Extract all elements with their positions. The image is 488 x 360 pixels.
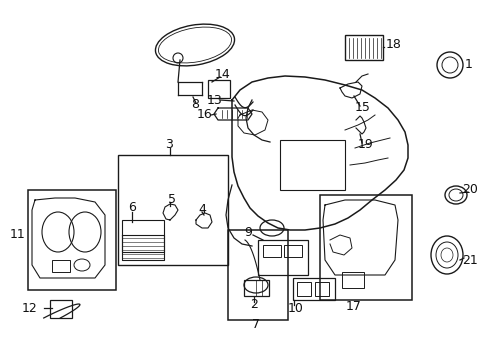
Bar: [244, 280, 268, 296]
Text: 20: 20: [461, 184, 477, 197]
Bar: [314, 282, 328, 296]
Text: 12: 12: [22, 301, 38, 315]
Text: 1: 1: [464, 58, 472, 72]
Text: 10: 10: [287, 301, 303, 315]
Text: 13: 13: [206, 94, 223, 107]
Bar: [319, 195, 411, 300]
Text: 11: 11: [10, 229, 26, 242]
Text: 16: 16: [197, 108, 212, 121]
Bar: [292, 278, 334, 300]
Bar: [122, 220, 163, 252]
Bar: [263, 245, 281, 257]
Bar: [258, 240, 307, 275]
Text: 7: 7: [251, 319, 260, 332]
Bar: [341, 272, 363, 288]
Text: 17: 17: [346, 300, 361, 312]
Text: 9: 9: [244, 226, 251, 239]
Text: 8: 8: [191, 99, 199, 112]
Text: 18: 18: [385, 39, 401, 51]
Bar: [345, 35, 382, 60]
Bar: [52, 260, 70, 272]
Bar: [28, 190, 116, 290]
Bar: [207, 80, 229, 98]
Text: 6: 6: [128, 202, 136, 215]
Bar: [280, 140, 345, 190]
Text: 15: 15: [354, 102, 370, 114]
Text: 19: 19: [357, 139, 373, 152]
Bar: [296, 282, 310, 296]
Bar: [227, 230, 287, 320]
Bar: [50, 300, 72, 318]
Text: 14: 14: [215, 68, 230, 81]
Text: 2: 2: [249, 298, 257, 311]
Text: 3: 3: [164, 139, 173, 152]
Text: 4: 4: [198, 203, 205, 216]
Bar: [284, 245, 302, 257]
Bar: [118, 155, 227, 265]
Text: 5: 5: [168, 193, 176, 207]
Text: 21: 21: [461, 253, 477, 266]
